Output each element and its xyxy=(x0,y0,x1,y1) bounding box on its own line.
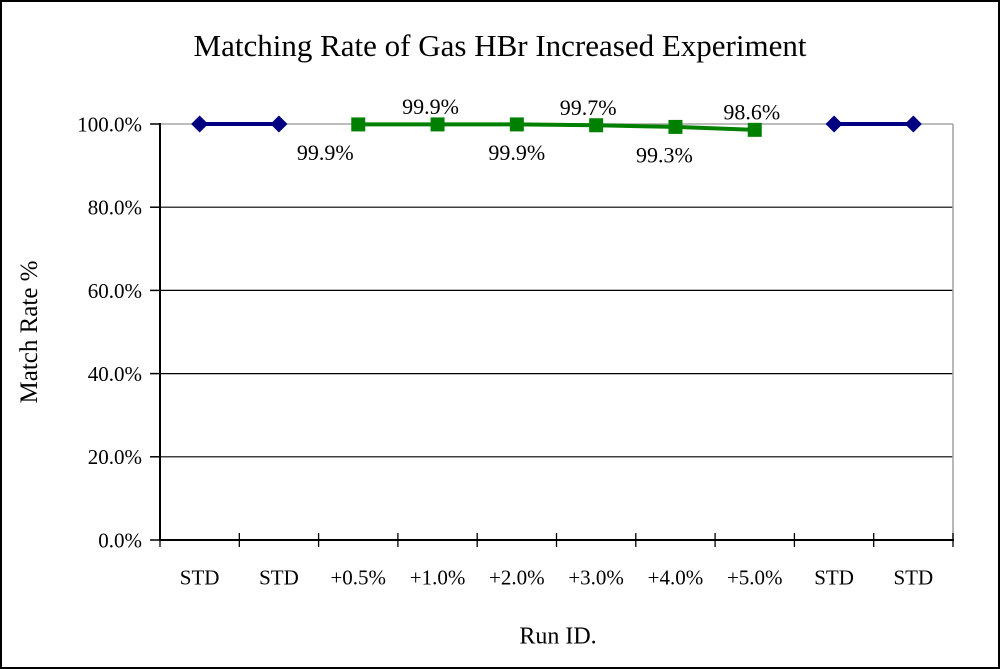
data-label: 99.3% xyxy=(636,143,693,168)
x-category-label: STD xyxy=(259,565,299,589)
series-hbr_increased_runs-marker xyxy=(668,119,683,134)
series-std_runs-marker xyxy=(270,115,288,133)
series-hbr_increased_runs-marker xyxy=(747,122,762,137)
x-category-label: +1.0% xyxy=(410,565,466,589)
x-category-label: +3.0% xyxy=(568,565,624,589)
y-tick-label: 80.0% xyxy=(88,196,142,220)
x-category-label: STD xyxy=(894,565,934,589)
series-hbr_increased_runs-marker xyxy=(351,117,366,132)
x-category-label: STD xyxy=(180,565,220,589)
data-label: 99.9% xyxy=(402,94,459,119)
x-category-label: +2.0% xyxy=(489,565,545,589)
y-tick-label: 40.0% xyxy=(88,362,142,386)
data-label: 98.6% xyxy=(723,100,780,125)
x-category-label: +0.5% xyxy=(330,565,386,589)
series-hbr_increased_runs-marker xyxy=(509,117,524,132)
y-tick-label: 100.0% xyxy=(77,112,142,136)
series-std_runs-marker xyxy=(825,115,843,133)
data-label: 99.9% xyxy=(488,140,545,165)
series-std_runs-marker xyxy=(191,115,209,133)
series-hbr_increased_runs-marker xyxy=(589,118,604,133)
series-hbr_increased_runs-marker xyxy=(430,117,445,132)
series-std_runs-marker xyxy=(904,115,922,133)
chart-title: Matching Rate of Gas HBr Increased Exper… xyxy=(193,28,807,63)
x-category-label: STD xyxy=(814,565,854,589)
data-label: 99.7% xyxy=(560,95,617,120)
y-tick-label: 60.0% xyxy=(88,279,142,303)
data-label: 99.9% xyxy=(297,140,354,165)
x-axis-title: Run ID. xyxy=(519,623,597,650)
x-category-label: +5.0% xyxy=(727,565,783,589)
x-category-label: +4.0% xyxy=(648,565,704,589)
y-tick-label: 0.0% xyxy=(98,528,142,552)
series-hbr_increased_runs-line xyxy=(358,122,755,132)
y-tick-label: 20.0% xyxy=(88,445,142,469)
